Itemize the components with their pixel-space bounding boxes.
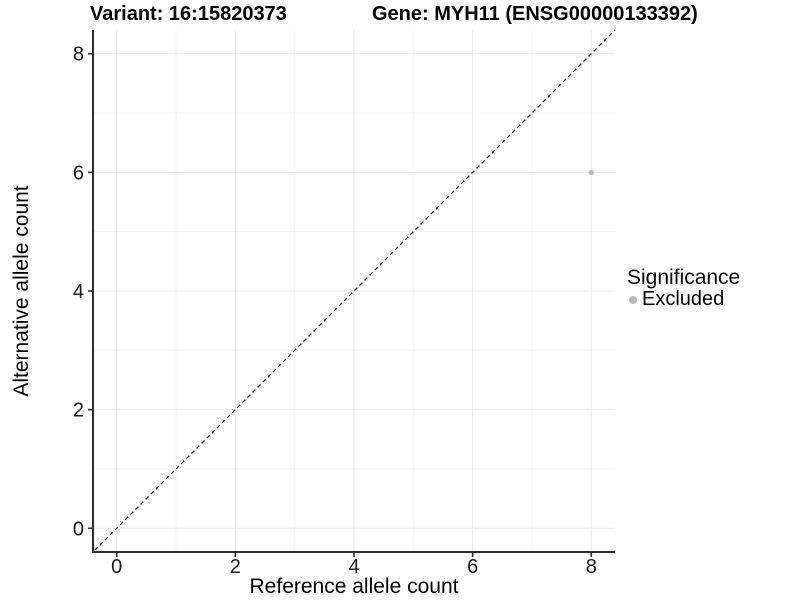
legend-title: Significance <box>627 266 741 289</box>
y-tick-label: 2 <box>73 400 84 422</box>
legend-item-excluded: Excluded <box>627 288 740 310</box>
y-tick-label: 6 <box>73 162 84 184</box>
panel-contents <box>93 30 615 552</box>
legend-item-label: Excluded <box>642 288 725 310</box>
data-point <box>588 169 594 175</box>
y-axis-title: Alternative allele count <box>10 185 33 397</box>
plot-title-gene: Gene: MYH11 (ENSG00000133392) <box>372 3 698 25</box>
legend: Significance Excluded <box>627 266 741 310</box>
x-axis-title: Reference allele count <box>249 575 459 598</box>
y-tick-label: 0 <box>73 518 84 540</box>
y-tick-label: 8 <box>73 44 84 66</box>
y-tick-label: 4 <box>73 281 84 303</box>
x-tick-label: 0 <box>111 556 122 578</box>
x-tick-label: 4 <box>348 556 359 578</box>
x-tick-label: 6 <box>467 556 478 578</box>
legend-point-icon <box>629 295 637 304</box>
x-tick-label: 2 <box>230 556 241 578</box>
x-tick-label: 8 <box>586 556 597 578</box>
plot-title-variant: Variant: 16:15820373 <box>90 3 287 25</box>
